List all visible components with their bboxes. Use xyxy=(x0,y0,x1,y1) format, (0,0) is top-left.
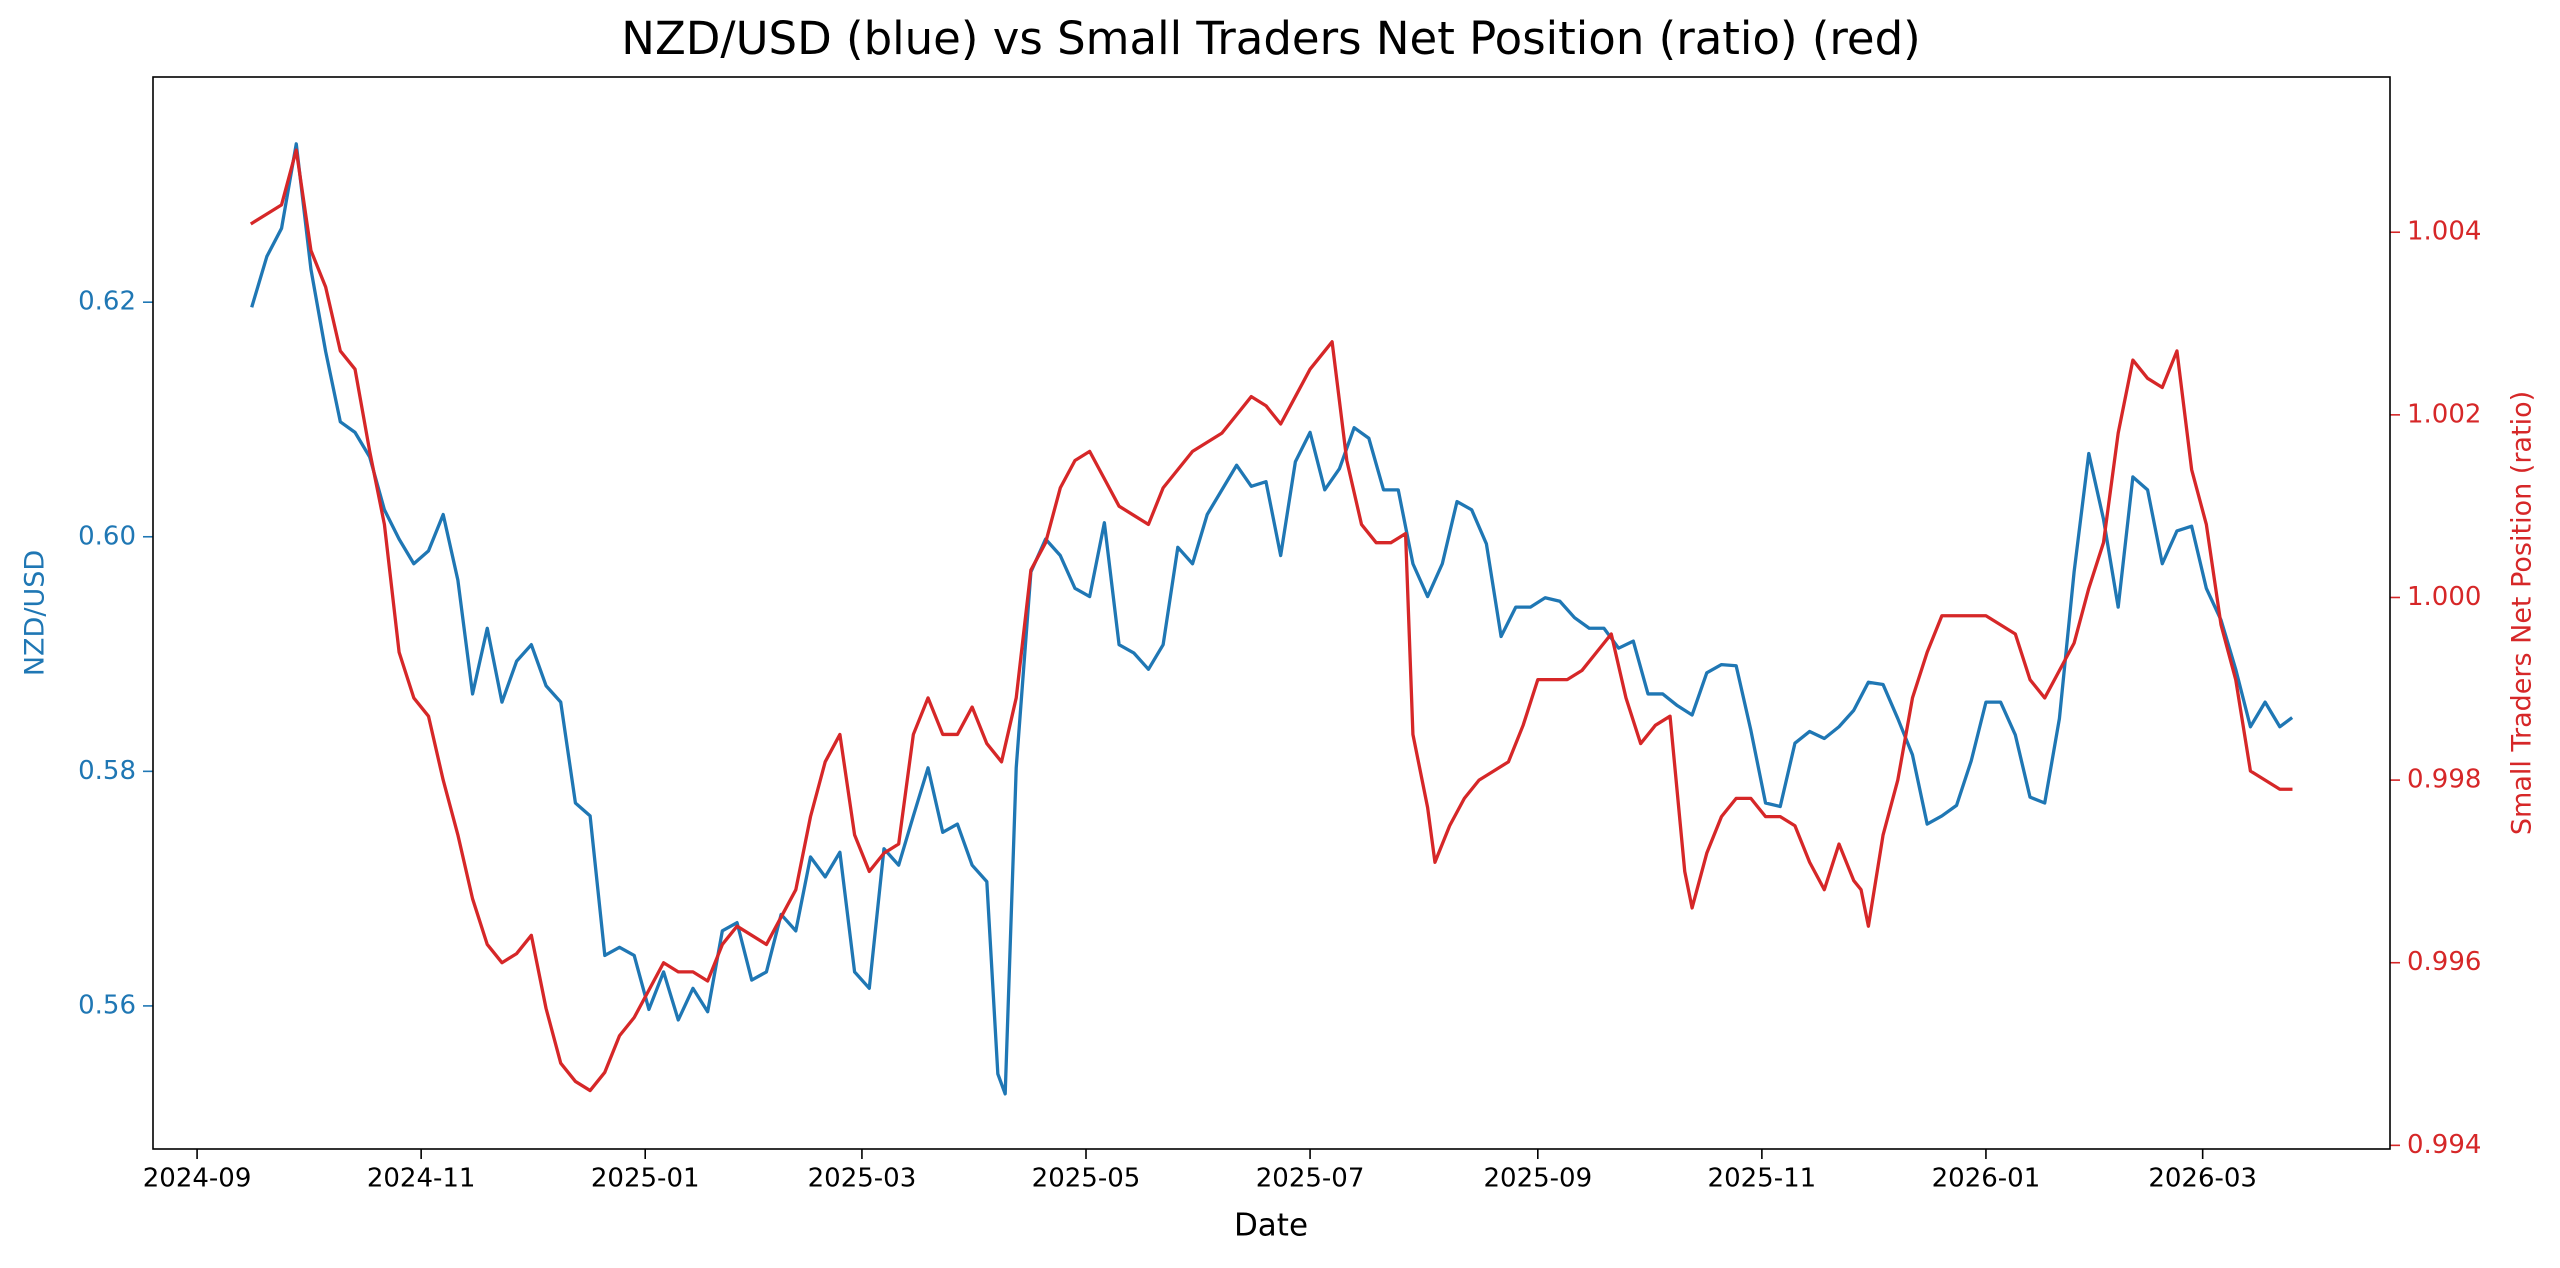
x-tick-label: 2025-09 xyxy=(1483,1164,1592,1194)
x-tick-label: 2026-01 xyxy=(1932,1164,2041,1194)
x-tick-label: 2026-03 xyxy=(2148,1164,2257,1194)
series-line xyxy=(249,148,2293,1093)
y-tick-label: 0.60 xyxy=(78,521,136,551)
x-tick-label: 2025-03 xyxy=(808,1164,917,1194)
y-tick-label: 0.58 xyxy=(78,756,136,786)
x-axis-label: Date xyxy=(1234,1208,1308,1244)
y-tick-label: 0.56 xyxy=(78,990,136,1020)
x-tick-label: 2025-05 xyxy=(1032,1164,1141,1194)
y2-tick-label: 0.998 xyxy=(2407,765,2481,795)
y2-axis-label: Small Traders Net Position (ratio) xyxy=(2507,391,2538,835)
y2-tick-label: 1.000 xyxy=(2407,582,2481,612)
plot-frame xyxy=(152,76,2391,1150)
x-tick-label: 2024-09 xyxy=(143,1164,252,1194)
x-tick-label: 2025-11 xyxy=(1708,1164,1817,1194)
y2-tick-label: 0.996 xyxy=(2407,947,2481,977)
y-tick-label: 0.62 xyxy=(78,287,136,317)
x-tick-label: 2025-07 xyxy=(1256,1164,1365,1194)
series-line xyxy=(250,142,2294,1096)
y-axis-label: NZD/USD xyxy=(20,550,51,676)
x-tick-label: 2024-11 xyxy=(367,1164,476,1194)
y2-tick-label: 1.004 xyxy=(2407,217,2481,247)
y2-tick-label: 0.994 xyxy=(2407,1130,2481,1160)
y2-tick-label: 1.002 xyxy=(2407,399,2481,429)
x-tick-label: 2025-01 xyxy=(591,1164,700,1194)
chart-title: NZD/USD (blue) vs Small Traders Net Posi… xyxy=(621,12,1920,65)
